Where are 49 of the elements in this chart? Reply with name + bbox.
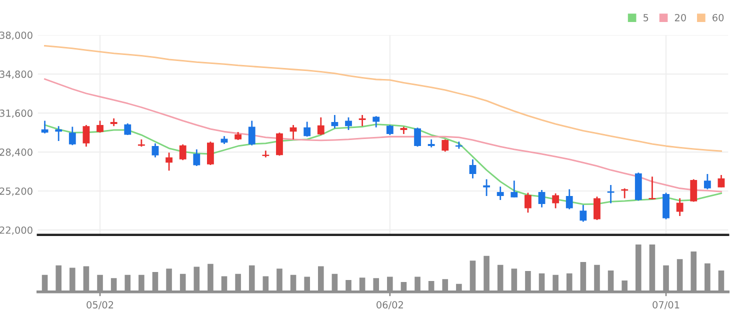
legend-label: 5 [644,14,648,22]
y-tick-label: 22,000 [0,226,32,235]
y-tick-label: 38,000 [0,32,32,40]
candlestick [304,121,311,138]
candlestick [510,180,518,198]
x-tick-label: 07/01 [652,301,680,310]
candlestick [152,142,159,158]
candlestick [718,174,725,188]
candlestick [690,178,698,202]
candlestick [386,124,394,136]
candlestick [82,124,90,148]
y-tick-label: 28,400 [0,148,32,157]
candlestick [207,140,214,166]
candlestick [594,196,600,221]
line-series [44,78,722,192]
x-tick-label: 06/02 [376,301,403,310]
candlestick [566,188,573,210]
candlestick [276,132,283,156]
candlestick [580,204,587,222]
candlestick [538,189,546,208]
candlestick [358,114,366,127]
candlestick [124,122,132,136]
candlestick [166,152,172,172]
candlestick [372,115,380,128]
legend-label: 60 [712,14,724,22]
candlestick [648,176,656,200]
candlestick [496,186,504,201]
candlestick [68,126,76,146]
x-tick-label: 05/02 [86,301,114,310]
y-tick-label: 25,200 [0,187,32,196]
candlestick [524,192,532,214]
candlestick [331,114,338,130]
candlestick [704,173,711,190]
y-tick-label: 31,600 [0,110,32,118]
candlestick [442,138,449,152]
y-tick-label: 34,800 [0,70,32,79]
candlestick [676,198,684,217]
candlestick [483,178,490,197]
candlestick [469,158,476,180]
candlestick [96,120,104,134]
candlestick [414,126,421,148]
candlestick [193,148,200,167]
candlestick [248,120,256,146]
candlestick [552,192,560,209]
line-series [44,45,722,152]
candlestick [179,144,186,161]
candlestick [345,116,352,131]
legend-label: 20 [674,14,686,22]
candlestick [317,116,324,136]
